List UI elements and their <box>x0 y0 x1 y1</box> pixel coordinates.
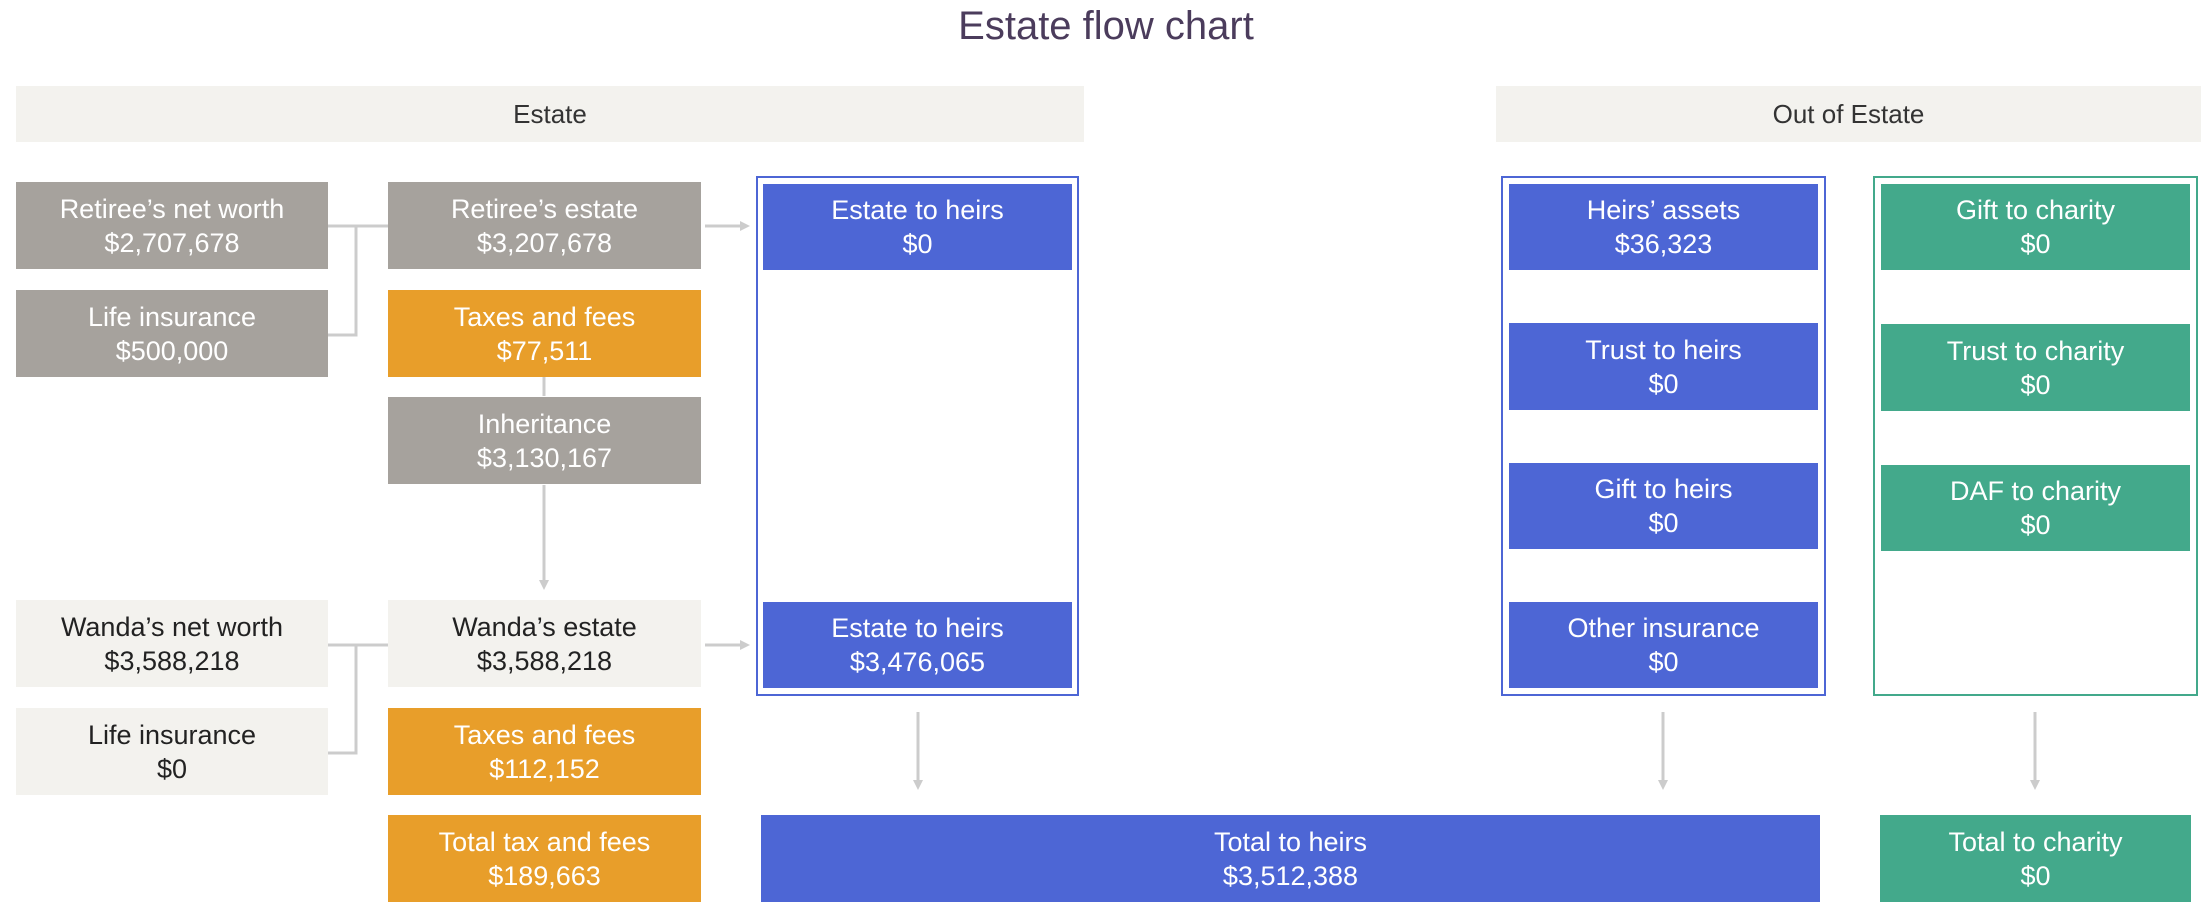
retiree-estate-value: $3,207,678 <box>476 227 613 258</box>
wanda-net-worth-value: $3,588,218 <box>104 645 240 676</box>
charity-frame <box>1873 176 2198 696</box>
retiree-life-insurance-label: Life insurance <box>87 301 257 332</box>
wanda-taxes-label: Taxes and fees <box>453 719 636 750</box>
total-tax-box: Total tax and fees $189,663 <box>388 815 701 902</box>
retiree-net-worth-label: Retiree’s net worth <box>59 193 285 224</box>
gift-to-charity-label: Gift to charity <box>1955 195 2116 225</box>
retiree-life-insurance-box: Life insurance $500,000 <box>16 290 328 377</box>
retiree-taxes-box: Taxes and fees $77,511 <box>388 290 701 377</box>
total-tax-label: Total tax and fees <box>438 826 651 857</box>
gift-to-heirs-value: $0 <box>1648 508 1679 538</box>
retiree-net-worth-value: $2,707,678 <box>104 227 240 258</box>
wanda-net-worth-label: Wanda’s net worth <box>60 611 284 642</box>
total-to-charity-value: $0 <box>2020 860 2051 891</box>
retiree-estate-to-heirs-value: $0 <box>902 229 933 259</box>
retiree-life-insurance-value: $500,000 <box>115 335 229 366</box>
trust-to-charity-value: $0 <box>2020 369 2051 400</box>
wanda-life-insurance-value: $0 <box>156 753 188 784</box>
gift-to-heirs-label: Gift to heirs <box>1594 474 1733 504</box>
total-to-charity-label: Total to charity <box>1948 826 2123 857</box>
heirs-assets-frame <box>1501 176 1826 696</box>
trust-to-charity-label: Trust to charity <box>1946 335 2125 366</box>
retiree-estate-to-heirs-label: Estate to heirs <box>831 195 1004 225</box>
estate-header: Estate <box>16 86 1084 142</box>
total-tax-value: $189,663 <box>488 860 601 891</box>
wanda-taxes-value: $112,152 <box>489 753 600 784</box>
wanda-life-insurance-box: Life insurance $0 <box>16 708 328 795</box>
wanda-estate-box: Wanda’s estate $3,588,218 <box>388 600 701 687</box>
heirs-assets-box: Heirs’ assets $36,323 <box>1509 184 1818 270</box>
inheritance-value: $3,130,167 <box>476 442 613 473</box>
connector-retiree-life-insurance <box>328 226 358 337</box>
trust-to-heirs-box: Trust to heirs $0 <box>1509 323 1818 410</box>
trust-to-charity-box: Trust to charity $0 <box>1881 324 2190 411</box>
page-title: Estate flow chart <box>958 4 1254 48</box>
heirs-assets-label: Heirs’ assets <box>1586 195 1741 225</box>
wanda-life-insurance-label: Life insurance <box>87 719 257 750</box>
wanda-estate-to-heirs-label: Estate to heirs <box>831 613 1004 643</box>
other-insurance-value: $0 <box>1648 647 1679 677</box>
wanda-net-worth-box: Wanda’s net worth $3,588,218 <box>16 600 328 687</box>
gift-to-charity-value: $0 <box>2020 229 2051 259</box>
other-insurance-box: Other insurance $0 <box>1509 602 1818 688</box>
daf-to-charity-value: $0 <box>2020 510 2051 540</box>
heirs-assets-value: $36,323 <box>1614 229 1713 259</box>
wanda-estate-label: Wanda’s estate <box>452 611 637 642</box>
gift-to-heirs-box: Gift to heirs $0 <box>1509 463 1818 549</box>
retiree-estate-label: Retiree’s estate <box>450 193 639 224</box>
inheritance-box: Inheritance $3,130,167 <box>388 397 701 484</box>
estate-to-heirs-frame <box>756 176 1079 696</box>
retiree-taxes-value: $77,511 <box>496 335 593 366</box>
wanda-estate-to-heirs-value: $3,476,065 <box>849 647 986 677</box>
total-to-heirs-value: $3,512,388 <box>1222 860 1359 891</box>
retiree-net-worth-box: Retiree’s net worth $2,707,678 <box>16 182 328 269</box>
daf-to-charity-label: DAF to charity <box>1949 476 2122 506</box>
total-to-heirs-label: Total to heirs <box>1213 826 1368 857</box>
retiree-estate-box: Retiree’s estate $3,207,678 <box>388 182 701 269</box>
wanda-estate-to-heirs-box: Estate to heirs $3,476,065 <box>763 602 1072 688</box>
daf-to-charity-box: DAF to charity $0 <box>1881 465 2190 551</box>
trust-to-heirs-label: Trust to heirs <box>1585 334 1742 365</box>
trust-to-heirs-value: $0 <box>1648 368 1679 399</box>
retiree-taxes-label: Taxes and fees <box>453 301 636 332</box>
other-insurance-label: Other insurance <box>1567 613 1760 643</box>
inheritance-label: Inheritance <box>477 408 612 439</box>
gift-to-charity-box: Gift to charity $0 <box>1881 184 2190 270</box>
wanda-taxes-box: Taxes and fees $112,152 <box>388 708 701 795</box>
connector-wanda-life-insurance <box>328 645 358 755</box>
total-to-charity-box: Total to charity $0 <box>1880 815 2191 902</box>
retiree-estate-to-heirs-box: Estate to heirs $0 <box>763 184 1072 270</box>
total-to-heirs-box: Total to heirs $3,512,388 <box>761 815 1820 902</box>
wanda-estate-value: $3,588,218 <box>476 645 613 676</box>
out-of-estate-header: Out of Estate <box>1496 86 2201 142</box>
